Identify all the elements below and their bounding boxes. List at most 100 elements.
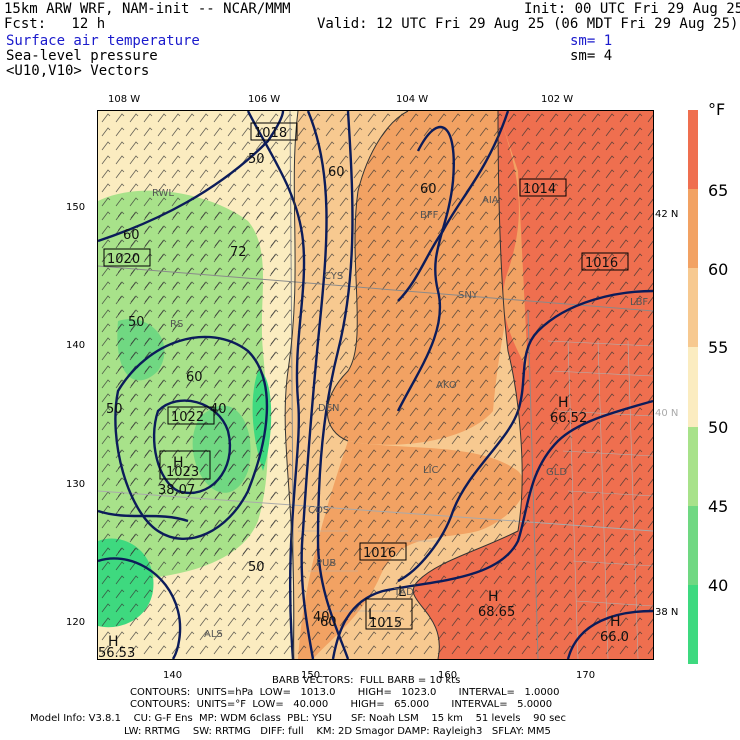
colorbar-label: 50 [708, 418, 729, 437]
weather-map: 50 60 60 60 50 50 40 40 60 60 50 72 1018… [97, 110, 654, 660]
pressure-center-values: 66.52 68.65 66.0 38.07 56.53 [98, 411, 629, 659]
wind-barbs-calm [118, 211, 278, 561]
x-tick-label: 150 [301, 670, 321, 681]
isobar-label: 1018 [254, 126, 287, 141]
temp-label: 60 [328, 165, 345, 180]
header-title: 15km ARW WRF, NAM-init -- NCAR/MMM [4, 1, 291, 17]
model-info-2: LW: RRTMG SW: RRTMG DIFF: full KM: 2D Sm… [124, 726, 551, 737]
y-tick-label: 150 [66, 202, 86, 213]
station: AKO [436, 380, 457, 391]
isobar-label: 1016 [363, 546, 396, 561]
temp-label: 72 [230, 245, 247, 260]
high-value: 66.0 [600, 630, 629, 645]
county-lines [298, 340, 653, 659]
lat-label: 40 N [655, 408, 679, 419]
colorbar-segment [688, 584, 698, 664]
colorbar-label: 45 [708, 497, 729, 516]
station: RS [170, 319, 183, 330]
temp-label: 50 [248, 152, 265, 167]
barb-info: BARB VECTORS: FULL BARB = 10 kts [272, 675, 461, 686]
temp-label: 60 [123, 228, 140, 243]
x-tick-label: 140 [163, 670, 183, 681]
colorbar-label: 55 [708, 338, 729, 357]
lon-label: 108 W [108, 94, 141, 105]
isobar-label: 1020 [107, 252, 140, 267]
station: TAD [393, 587, 414, 598]
temp-label: 40 [313, 610, 330, 625]
isobar-labels: 1018 1014 1016 1020 1022 1023 1016 1015 [103, 122, 629, 631]
station: SNY [458, 290, 479, 301]
high-marker: H [488, 589, 499, 605]
init-time: Init: 00 UTC Fri 29 Aug 25 [524, 1, 740, 17]
contours-hpa: CONTOURS: UNITS=hPa LOW= 1013.0 HIGH= 10… [130, 687, 560, 698]
high-marker: H [173, 455, 184, 471]
field-vectors: <U10,V10> Vectors [6, 63, 150, 79]
colorbar-segment [688, 268, 698, 348]
colorbar-label: 65 [708, 181, 729, 200]
temp-label: 40 [210, 402, 227, 417]
station: LBF [630, 297, 648, 308]
high-value: 38.07 [158, 483, 195, 498]
lon-label: 104 W [396, 94, 429, 105]
temp-label: 50 [248, 560, 265, 575]
colorbar-label: 40 [708, 576, 729, 595]
isobar-label: 1022 [171, 410, 204, 425]
isobar-label: 1016 [585, 256, 618, 271]
station: RWL [152, 188, 174, 199]
temp-label: 60 [186, 370, 203, 385]
temp-label: 60 [320, 615, 337, 630]
station: COS [308, 505, 329, 516]
model-info: Model Info: V3.8.1 CU: G-F Ens MP: WDM 6… [30, 713, 566, 724]
station: PUB [316, 558, 336, 569]
station: GLD [546, 467, 567, 478]
colorbar-segment [688, 426, 698, 506]
station: BFF [420, 210, 439, 221]
station: LIC [423, 465, 439, 476]
high-marker: H [610, 614, 621, 630]
high-value: 56.53 [98, 646, 135, 659]
y-tick-label: 120 [66, 617, 86, 628]
valid-time: Valid: 12 UTC Fri 29 Aug 25 (06 MDT Fri … [317, 16, 739, 32]
colorbar-segment [688, 505, 698, 585]
colorbar-label: 60 [708, 260, 729, 279]
station-labels: RWL BFF AIA CYS SNY RS AKO DEN LIC GLD C… [152, 188, 648, 640]
lon-label: 106 W [248, 94, 281, 105]
high-value: 66.52 [550, 411, 587, 426]
station: DEN [318, 403, 340, 414]
colorbar-segment [688, 347, 698, 427]
field-surface-temp: Surface air temperature [6, 33, 200, 49]
temp-label: 60 [420, 182, 437, 197]
isobar-label: 1014 [523, 182, 556, 197]
station: CYS [324, 271, 343, 282]
high-marker: H [108, 634, 119, 650]
pressure-centers: H H H H H L L [108, 395, 621, 650]
field-slp: Sea-level pressure [6, 48, 158, 64]
lat-label: 42 N [655, 209, 679, 220]
low-marker: L [368, 607, 376, 623]
temp-label: 50 [106, 402, 123, 417]
colorbar-segment [688, 189, 698, 269]
colorbar-segment [688, 110, 698, 190]
x-tick-label: 170 [576, 670, 596, 681]
forecast-hour: Fcst: 12 h [4, 16, 106, 32]
lon-label: 102 W [541, 94, 574, 105]
high-value: 68.65 [478, 605, 515, 620]
isobars [98, 111, 653, 659]
isobar-label: 1023 [166, 465, 199, 480]
colorbar-unit: °F [708, 100, 726, 119]
station: AIA [482, 195, 499, 206]
low-marker: L [398, 584, 406, 600]
temp-label: 50 [128, 315, 145, 330]
y-tick-label: 130 [66, 479, 86, 490]
x-tick-label: 160 [438, 670, 458, 681]
y-tick-label: 140 [66, 340, 86, 351]
field-surface-temp-sm: sm= 1 [570, 33, 613, 49]
high-marker: H [558, 395, 569, 411]
station: ALS [204, 629, 223, 640]
isobar-label: 1015 [369, 616, 402, 631]
map-labels: 50 60 60 60 50 50 40 40 60 60 50 72 [106, 152, 437, 630]
lat-label: 38 N [655, 607, 679, 618]
contours-f: CONTOURS: UNITS=°F LOW= 40.000 HIGH= 65.… [130, 699, 553, 710]
field-slp-sm: sm= 4 [570, 48, 613, 64]
temp-contours [284, 111, 523, 659]
